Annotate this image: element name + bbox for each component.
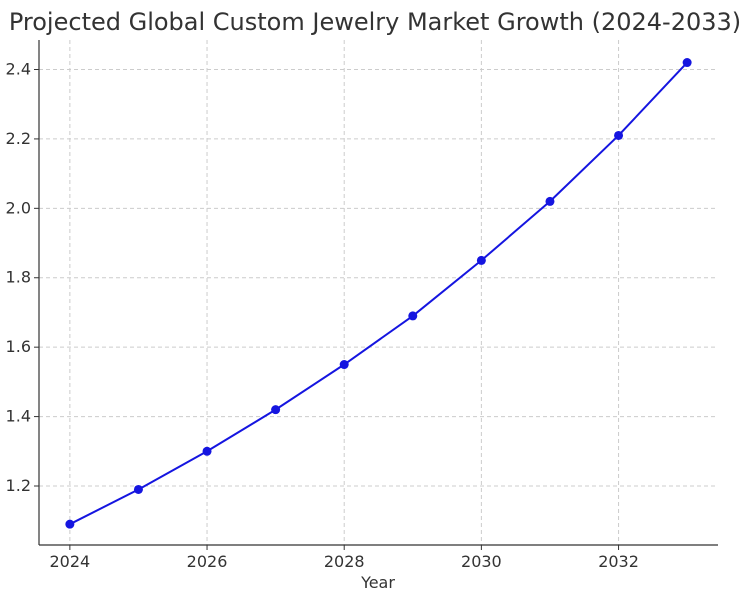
data-point xyxy=(614,130,624,140)
axes: 2024 2026 2028 2030 2032 1.2 1.4 1.6 1.8 2.0 2.2 2.… xyxy=(6,40,718,571)
y-tick-label: 1.4 xyxy=(6,407,31,426)
data-point xyxy=(339,360,349,370)
series-line xyxy=(69,61,688,526)
x-tick-label: 2026 xyxy=(187,552,228,571)
data-series xyxy=(65,58,692,529)
y-tick-label: 1.8 xyxy=(6,268,31,287)
y-tick-label: 2.4 xyxy=(6,60,31,79)
data-point xyxy=(271,405,281,415)
y-tick-label: 2.0 xyxy=(6,198,31,217)
data-point xyxy=(65,519,75,529)
data-point xyxy=(682,58,692,68)
x-tick-label: 2030 xyxy=(461,552,502,571)
y-tick-label: 1.6 xyxy=(6,337,31,356)
data-point xyxy=(545,196,555,206)
data-point xyxy=(133,484,143,494)
y-tick-label: 2.2 xyxy=(6,129,31,148)
data-point xyxy=(202,446,212,456)
x-tick-label: 2024 xyxy=(50,552,91,571)
grid xyxy=(39,40,718,545)
chart-title: Projected Global Custom Jewelry Market G… xyxy=(9,8,741,36)
x-axis-label: Year xyxy=(360,573,395,592)
data-point xyxy=(408,311,418,321)
x-tick-label: 2028 xyxy=(324,552,365,571)
x-tick-label: 2032 xyxy=(598,552,639,571)
data-point xyxy=(476,255,486,265)
y-tick-label: 1.2 xyxy=(6,476,31,495)
